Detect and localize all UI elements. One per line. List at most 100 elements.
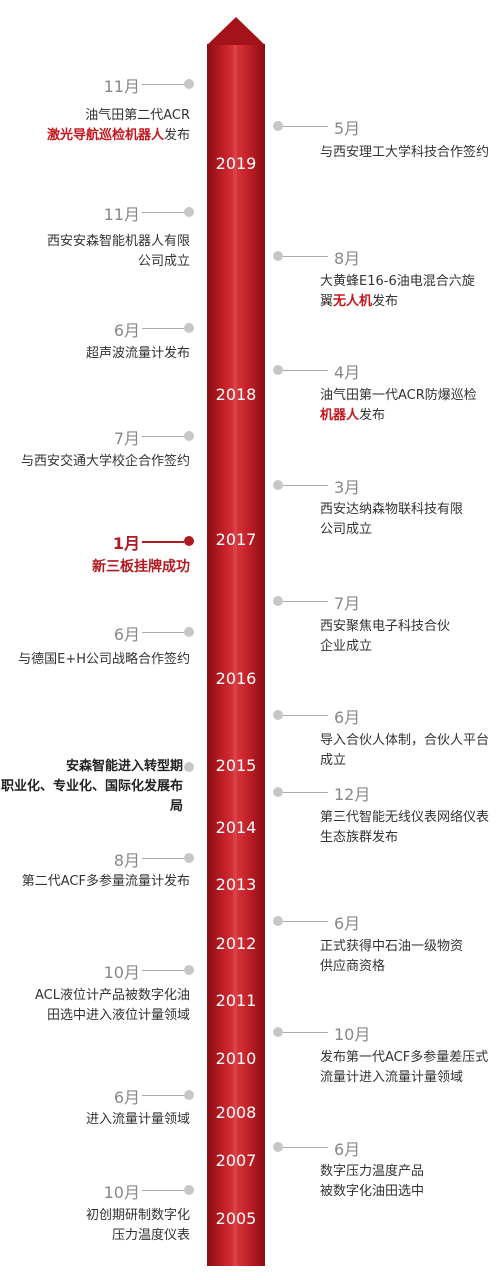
event-month: 6月 bbox=[113, 1088, 140, 1107]
year-label: 2007 bbox=[215, 1151, 257, 1170]
event-text: 初创期研制数字化 bbox=[85, 1208, 190, 1223]
event-text: 西安聚焦电子科技合伙 bbox=[320, 619, 451, 634]
event-connector bbox=[283, 792, 328, 793]
event-month: 7月 bbox=[113, 429, 140, 448]
event-line: 职业化、专业化、国际化发展布局 bbox=[0, 777, 183, 817]
event-line: 导入合伙人体制，合伙人平台 bbox=[320, 731, 495, 751]
event-description: 发布第一代ACF多参量差压式流量计进入流量计量领域 bbox=[320, 1048, 495, 1088]
event-text: 油气田第二代ACR bbox=[85, 108, 190, 123]
event-connector bbox=[283, 601, 328, 602]
event-connector bbox=[142, 858, 184, 859]
arrow-up-icon bbox=[207, 17, 265, 45]
event-month: 8月 bbox=[113, 851, 140, 870]
event-connector bbox=[142, 84, 184, 85]
event-line: 激光导航巡检机器人发布 bbox=[5, 126, 190, 146]
event-line: 西安安森智能机器人有限 bbox=[5, 232, 190, 252]
event-month: 7月 bbox=[334, 594, 361, 613]
event-description: 西安聚焦电子科技合伙 企业成立 bbox=[320, 617, 495, 657]
event-text: 公司成立 bbox=[137, 254, 190, 269]
event-line: 进入流量计量领域 bbox=[5, 1110, 190, 1130]
event-line: 流量计进入流量计量领域 bbox=[320, 1068, 495, 1088]
event-description: 安森智能进入转型期 职业化、专业化、国际化发展布局 bbox=[0, 757, 183, 817]
event-line: 新三板挂牌成功 bbox=[5, 557, 190, 577]
year-label: 2016 bbox=[215, 669, 257, 688]
event-text: 发布第一代ACF多参量差压式 bbox=[320, 1050, 489, 1065]
event-line: 第三代智能无线仪表网络仪表 bbox=[320, 808, 495, 828]
event-description: 第三代智能无线仪表网络仪表生态族群发布 bbox=[320, 808, 495, 848]
event-text: 进入流量计量领域 bbox=[85, 1112, 190, 1127]
event-dot bbox=[184, 853, 194, 863]
event-line: 西安达纳森物联科技有限 bbox=[320, 500, 495, 520]
event-line: 正式获得中石油一级物资 bbox=[320, 937, 495, 957]
event-connector bbox=[142, 970, 184, 971]
event-line: 初创期研制数字化 bbox=[5, 1206, 190, 1226]
event-description: 超声波流量计发布 bbox=[5, 344, 190, 364]
event-description: 数字压力温度产品 被数字化油田选中 bbox=[320, 1162, 495, 1202]
event-text: 发布 bbox=[372, 294, 399, 309]
event-line: 西安聚焦电子科技合伙 bbox=[320, 617, 495, 637]
event-line: 机器人发布 bbox=[320, 406, 495, 426]
event-dot bbox=[273, 596, 283, 606]
event-connector bbox=[283, 921, 328, 922]
event-line: 油气田第一代ACR防爆巡检 bbox=[320, 386, 495, 406]
event-month: 1月 bbox=[112, 534, 140, 553]
event-month: 6月 bbox=[334, 1140, 361, 1159]
event-line: 与德国E+H公司战略合作签约 bbox=[5, 650, 190, 670]
event-text: 公司成立 bbox=[320, 522, 373, 537]
event-text: 压力温度仪表 bbox=[111, 1228, 190, 1243]
event-description: 油气田第二代ACR 激光导航巡检机器人发布 bbox=[5, 106, 190, 146]
timeline-shaft bbox=[207, 44, 265, 1266]
event-month: 11月 bbox=[103, 205, 140, 224]
event-text: 第二代ACF多参量流量计发布 bbox=[21, 874, 190, 889]
event-connector bbox=[142, 1095, 184, 1096]
event-line: ACL液位计产品被数字化油 bbox=[5, 986, 190, 1006]
year-label: 2010 bbox=[215, 1049, 257, 1068]
event-text: 正式获得中石油一级物资 bbox=[320, 939, 464, 954]
event-dot bbox=[184, 762, 194, 772]
event-connector bbox=[142, 212, 184, 213]
event-description: 西安安森智能机器人有限公司成立 bbox=[5, 232, 190, 272]
event-text: 生态族群发布 bbox=[320, 830, 399, 845]
event-line: 生态族群发布 bbox=[320, 828, 495, 848]
event-month: 10月 bbox=[334, 1025, 371, 1044]
event-line: 成立 bbox=[320, 751, 495, 771]
event-dot bbox=[273, 1027, 283, 1037]
event-text: 发布 bbox=[163, 128, 190, 143]
event-line: 油气田第二代ACR bbox=[5, 106, 190, 126]
event-text: 职业化、专业化、国际化发展布局 bbox=[0, 779, 183, 814]
event-month: 11月 bbox=[103, 77, 140, 96]
year-label: 2011 bbox=[215, 991, 257, 1010]
event-description: 导入合伙人体制，合伙人平台 成立 bbox=[320, 731, 495, 771]
event-line: 与西安理工大学科技合作签约 bbox=[320, 143, 495, 163]
event-dot bbox=[184, 323, 194, 333]
year-label: 2012 bbox=[215, 934, 257, 953]
event-line: 翼无人机发布 bbox=[320, 292, 495, 312]
event-month: 3月 bbox=[334, 478, 361, 497]
event-line: 发布第一代ACF多参量差压式 bbox=[320, 1048, 495, 1068]
event-text: 新三板挂牌成功 bbox=[92, 559, 190, 575]
event-text: 西安安森智能机器人有限 bbox=[46, 234, 190, 249]
event-month: 10月 bbox=[103, 963, 140, 982]
event-description: 与西安交通大学校企合作签约 bbox=[5, 452, 190, 472]
event-connector bbox=[142, 1190, 184, 1191]
event-dot bbox=[184, 207, 194, 217]
event-dot bbox=[184, 1090, 194, 1100]
event-connector bbox=[283, 485, 328, 486]
event-month: 5月 bbox=[334, 119, 361, 138]
event-line: 安森智能进入转型期 bbox=[0, 757, 183, 777]
event-line: 田选中进入液位计量领域 bbox=[5, 1006, 190, 1026]
event-description: 新三板挂牌成功 bbox=[5, 557, 190, 577]
event-text: 企业成立 bbox=[320, 639, 373, 654]
event-month: 6月 bbox=[113, 625, 140, 644]
event-description: 进入流量计量领域 bbox=[5, 1110, 190, 1130]
event-month: 8月 bbox=[334, 249, 361, 268]
year-label: 2014 bbox=[215, 818, 257, 837]
event-dot bbox=[184, 1185, 194, 1195]
event-line: 大黄蜂E16-6油电混合六旋 bbox=[320, 272, 495, 292]
year-label: 2005 bbox=[215, 1209, 257, 1228]
event-dot bbox=[273, 787, 283, 797]
event-line: 公司成立 bbox=[5, 252, 190, 272]
event-description: ACL液位计产品被数字化油 田选中进入液位计量领域 bbox=[5, 986, 190, 1026]
event-dot bbox=[273, 480, 283, 490]
